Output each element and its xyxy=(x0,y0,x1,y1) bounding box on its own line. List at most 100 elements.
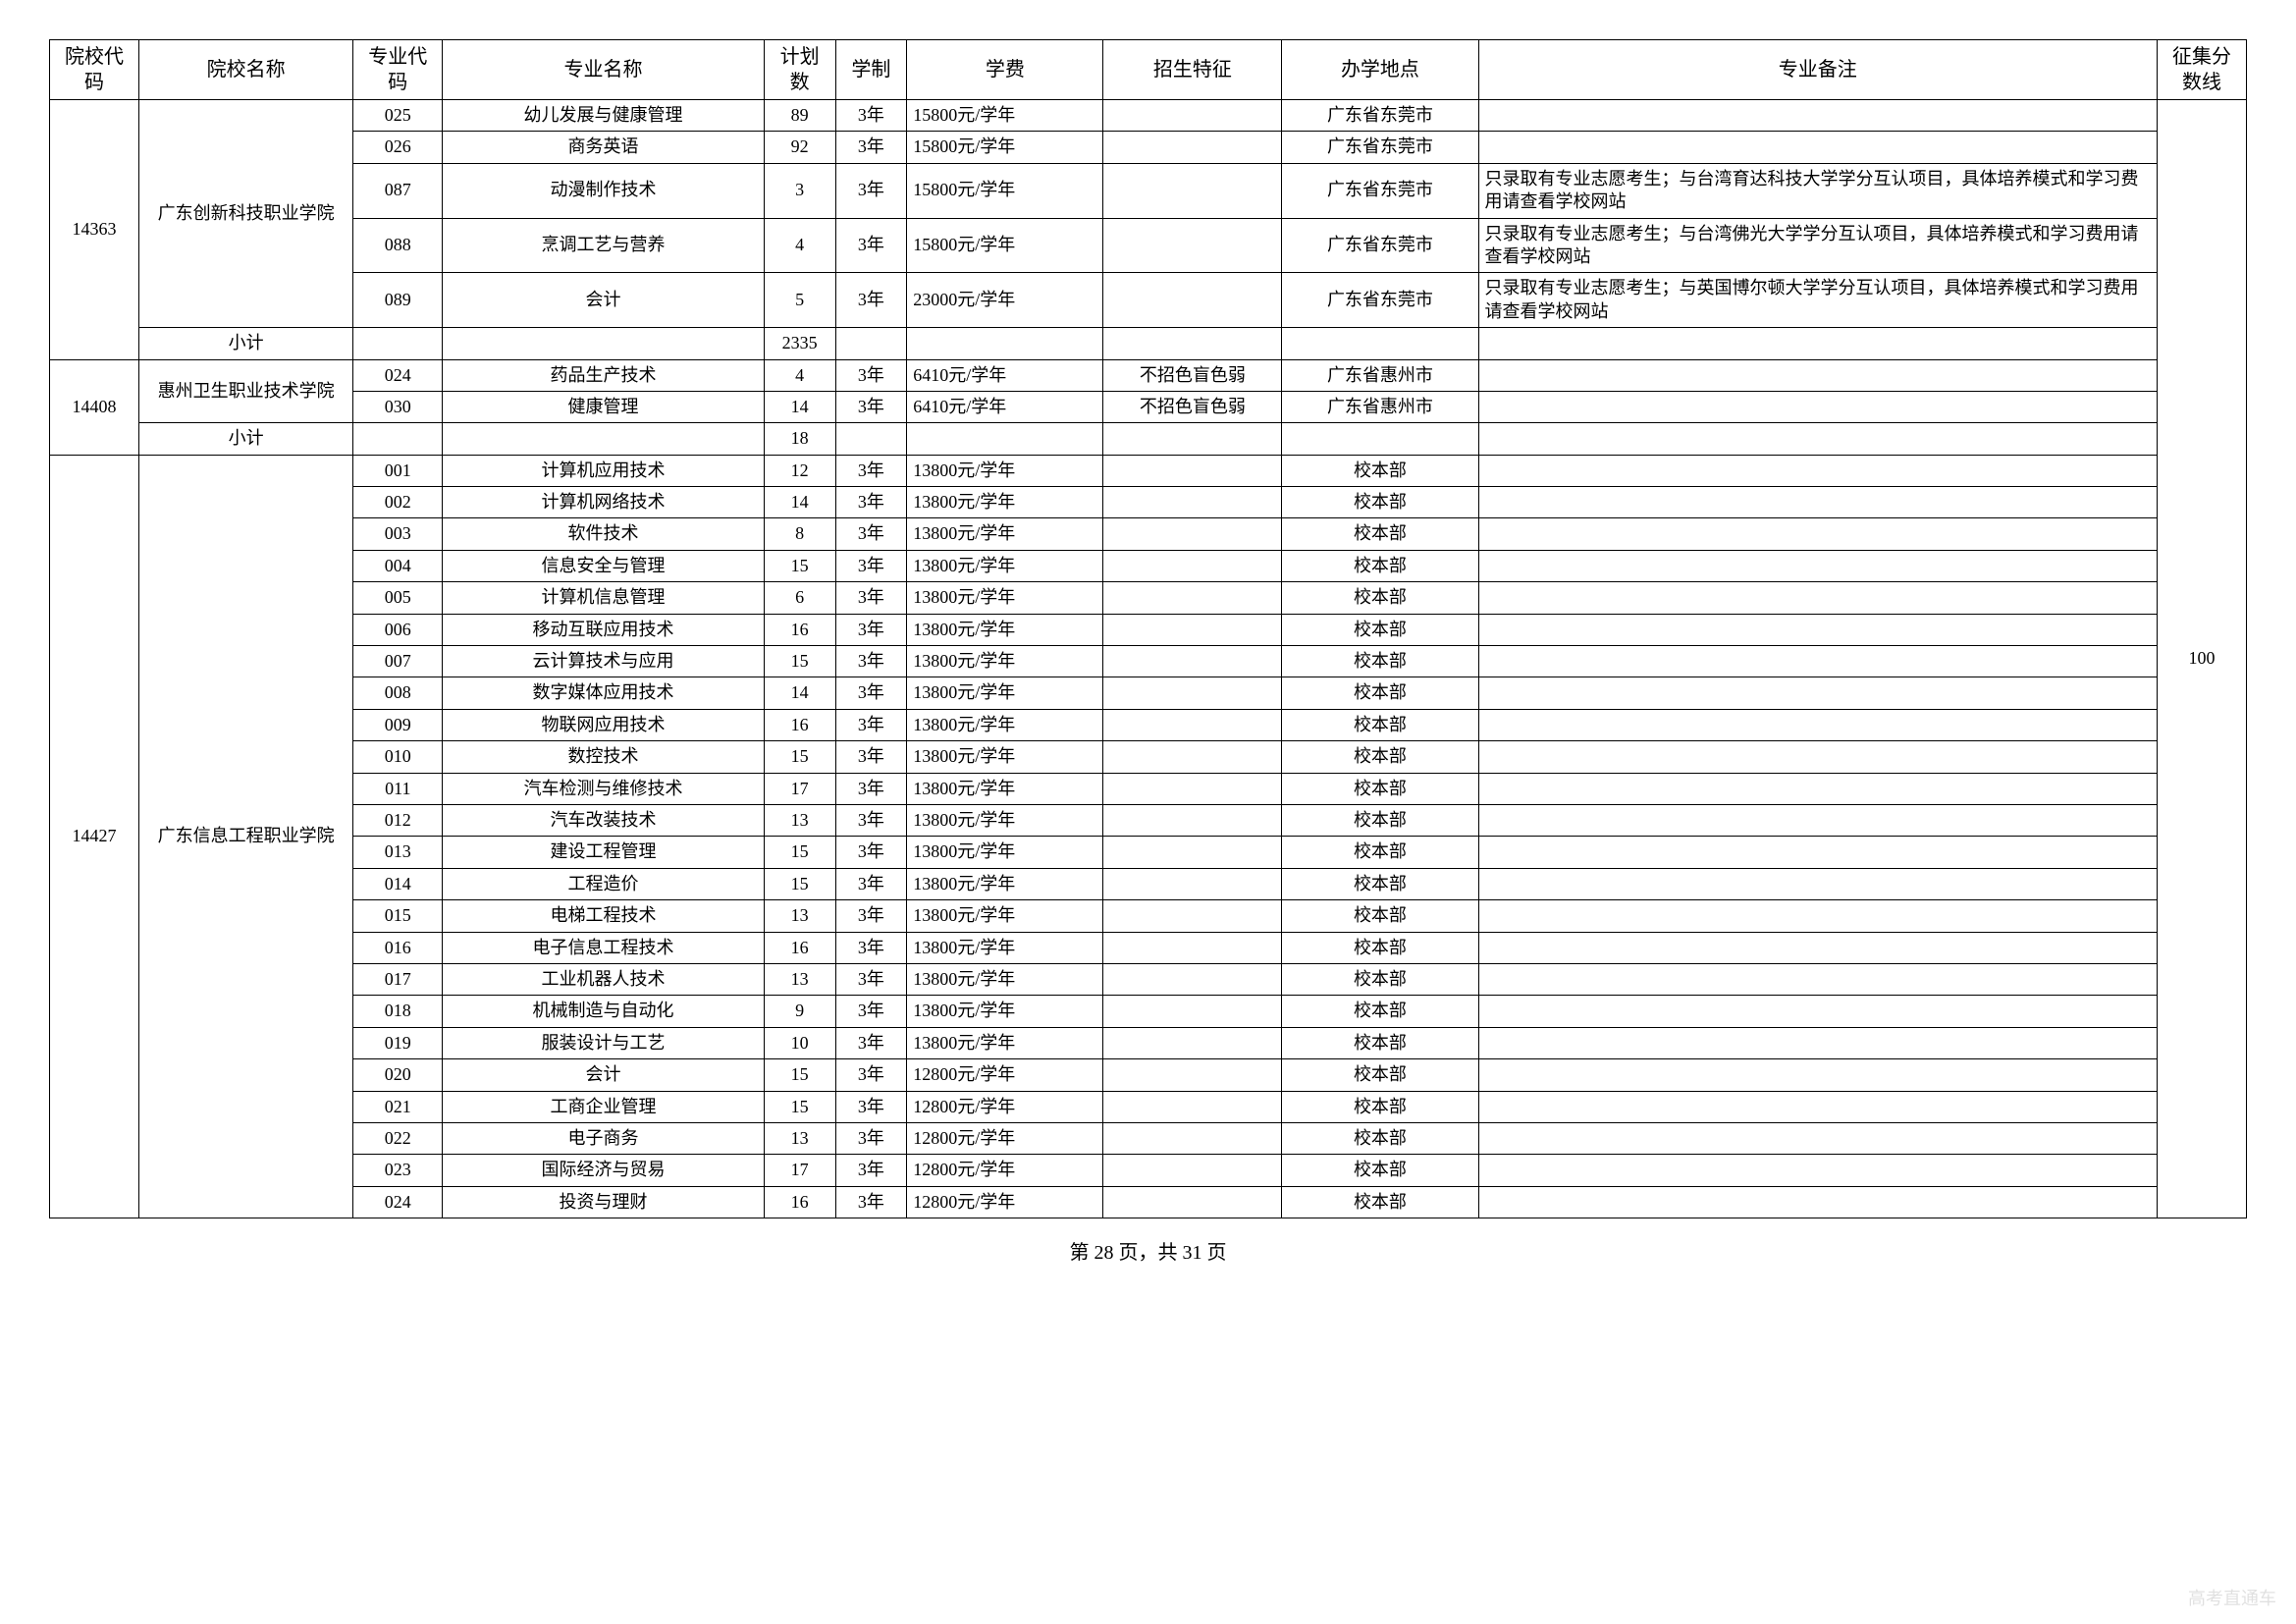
table-body: 14363广东创新科技职业学院025幼儿发展与健康管理893年15800元/学年… xyxy=(50,100,2247,1218)
cell-major-name: 软件技术 xyxy=(443,518,765,550)
cell-fee: 15800元/学年 xyxy=(907,163,1103,218)
table-row: 020会计153年12800元/学年校本部 xyxy=(50,1059,2247,1091)
cell-fee: 13800元/学年 xyxy=(907,1027,1103,1058)
cell-duration: 3年 xyxy=(835,582,907,614)
cell-feature xyxy=(1103,518,1282,550)
cell-major-code: 002 xyxy=(353,487,443,518)
cell-major-code: 026 xyxy=(353,132,443,163)
cell-remark xyxy=(1478,709,2157,740)
table-row: 016电子信息工程技术163年13800元/学年校本部 xyxy=(50,932,2247,963)
cell-major-code: 024 xyxy=(353,1186,443,1218)
cell-feature xyxy=(1103,487,1282,518)
cell-remark xyxy=(1478,1091,2157,1122)
cell-feature xyxy=(1103,1027,1282,1058)
cell-plan: 15 xyxy=(764,1091,835,1122)
cell-fee: 13800元/学年 xyxy=(907,455,1103,486)
cell-plan: 16 xyxy=(764,1186,835,1218)
cell-feature xyxy=(1103,1122,1282,1154)
cell-remark xyxy=(1478,582,2157,614)
cell-fee: 13800元/学年 xyxy=(907,487,1103,518)
cell-fee: 13800元/学年 xyxy=(907,646,1103,677)
cell-remark xyxy=(1478,328,2157,359)
cell-remark xyxy=(1478,963,2157,995)
admissions-table: 院校代码 院校名称 专业代码 专业名称 计划数 学制 学费 招生特征 办学地点 … xyxy=(49,39,2247,1218)
cell-plan: 15 xyxy=(764,868,835,899)
cell-remark xyxy=(1478,391,2157,422)
cell-major-name: 动漫制作技术 xyxy=(443,163,765,218)
cell-plan: 10 xyxy=(764,1027,835,1058)
cell-major-code: 023 xyxy=(353,1155,443,1186)
cell-remark: 只录取有专业志愿考生；与台湾育达科技大学学分互认项目，具体培养模式和学习费用请查… xyxy=(1478,163,2157,218)
cell-plan: 6 xyxy=(764,582,835,614)
cell-major-code: 025 xyxy=(353,100,443,132)
cell-remark xyxy=(1478,932,2157,963)
th-duration: 学制 xyxy=(835,40,907,100)
table-row: 017工业机器人技术133年13800元/学年校本部 xyxy=(50,963,2247,995)
table-row: 089会计53年23000元/学年广东省东莞市只录取有专业志愿考生；与英国博尔顿… xyxy=(50,273,2247,328)
th-major-name: 专业名称 xyxy=(443,40,765,100)
cell-plan: 8 xyxy=(764,518,835,550)
cell-score-line: 100 xyxy=(2157,100,2246,1218)
cell-duration: 3年 xyxy=(835,1027,907,1058)
table-row: 007云计算技术与应用153年13800元/学年校本部 xyxy=(50,646,2247,677)
cell-fee: 6410元/学年 xyxy=(907,359,1103,391)
table-row: 087动漫制作技术33年15800元/学年广东省东莞市只录取有专业志愿考生；与台… xyxy=(50,163,2247,218)
cell-major-name: 商务英语 xyxy=(443,132,765,163)
subtotal-row: 小计18 xyxy=(50,423,2247,455)
cell-feature xyxy=(1103,1186,1282,1218)
cell-feature xyxy=(1103,963,1282,995)
cell-major-name xyxy=(443,328,765,359)
cell-remark xyxy=(1478,741,2157,773)
cell-major-name: 幼儿发展与健康管理 xyxy=(443,100,765,132)
cell-feature xyxy=(1103,709,1282,740)
cell-feature: 不招色盲色弱 xyxy=(1103,359,1282,391)
cell-remark xyxy=(1478,837,2157,868)
cell-major-code: 011 xyxy=(353,773,443,804)
table-row: 005计算机信息管理63年13800元/学年校本部 xyxy=(50,582,2247,614)
cell-fee: 13800元/学年 xyxy=(907,900,1103,932)
cell-major-code: 089 xyxy=(353,273,443,328)
table-row: 022电子商务133年12800元/学年校本部 xyxy=(50,1122,2247,1154)
cell-feature xyxy=(1103,132,1282,163)
cell-location: 广东省惠州市 xyxy=(1282,359,1478,391)
th-plan: 计划数 xyxy=(764,40,835,100)
cell-duration: 3年 xyxy=(835,550,907,581)
cell-feature xyxy=(1103,550,1282,581)
cell-fee: 13800元/学年 xyxy=(907,932,1103,963)
cell-duration: 3年 xyxy=(835,132,907,163)
cell-location: 校本部 xyxy=(1282,741,1478,773)
cell-feature xyxy=(1103,868,1282,899)
cell-feature xyxy=(1103,582,1282,614)
cell-fee: 6410元/学年 xyxy=(907,391,1103,422)
cell-major-name: 数字媒体应用技术 xyxy=(443,677,765,709)
cell-major-name: 工业机器人技术 xyxy=(443,963,765,995)
cell-duration: 3年 xyxy=(835,100,907,132)
cell-feature xyxy=(1103,773,1282,804)
cell-plan: 12 xyxy=(764,455,835,486)
cell-feature xyxy=(1103,900,1282,932)
cell-remark xyxy=(1478,996,2157,1027)
cell-duration xyxy=(835,423,907,455)
table-header: 院校代码 院校名称 专业代码 专业名称 计划数 学制 学费 招生特征 办学地点 … xyxy=(50,40,2247,100)
table-row: 014工程造价153年13800元/学年校本部 xyxy=(50,868,2247,899)
cell-location: 校本部 xyxy=(1282,1059,1478,1091)
cell-plan: 15 xyxy=(764,837,835,868)
th-location: 办学地点 xyxy=(1282,40,1478,100)
cell-location: 校本部 xyxy=(1282,837,1478,868)
cell-duration: 3年 xyxy=(835,273,907,328)
cell-fee: 13800元/学年 xyxy=(907,709,1103,740)
cell-major-code: 021 xyxy=(353,1091,443,1122)
cell-major-name: 计算机网络技术 xyxy=(443,487,765,518)
cell-duration: 3年 xyxy=(835,900,907,932)
cell-plan: 16 xyxy=(764,709,835,740)
cell-feature xyxy=(1103,804,1282,836)
cell-duration xyxy=(835,328,907,359)
cell-feature xyxy=(1103,1091,1282,1122)
th-feature: 招生特征 xyxy=(1103,40,1282,100)
cell-fee: 13800元/学年 xyxy=(907,996,1103,1027)
cell-major-name xyxy=(443,423,765,455)
cell-plan: 15 xyxy=(764,1059,835,1091)
cell-location: 校本部 xyxy=(1282,1186,1478,1218)
cell-feature xyxy=(1103,163,1282,218)
cell-duration: 3年 xyxy=(835,1091,907,1122)
